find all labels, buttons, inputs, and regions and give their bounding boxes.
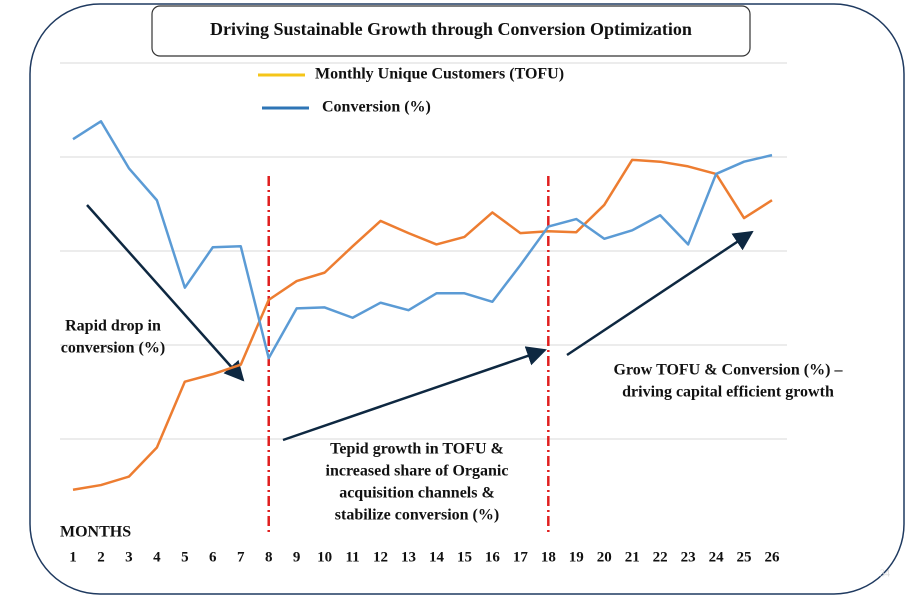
x-tick-label: 13 <box>401 549 416 565</box>
annotation: Tepid growth in TOFU & <box>330 441 504 458</box>
x-axis-label: MONTHS <box>60 524 131 541</box>
annotation: conversion (%) <box>61 340 165 357</box>
x-tick-label: 25 <box>737 549 752 565</box>
x-tick-label: 20 <box>597 549 612 565</box>
page-number: 34 <box>880 568 890 579</box>
arrow <box>566 230 754 357</box>
title-box <box>151 5 751 57</box>
x-tick-label: 6 <box>209 549 217 565</box>
arrow <box>282 346 547 442</box>
x-tick-label: 18 <box>541 549 556 565</box>
x-tick-label: 12 <box>373 549 388 565</box>
annotation: Rapid drop in <box>65 318 161 335</box>
annotation: stabilize conversion (%) <box>335 507 499 524</box>
annotation: Grow TOFU & Conversion (%) – <box>614 362 844 379</box>
x-tick-label: 5 <box>181 549 189 565</box>
x-tick-label: 8 <box>265 549 273 565</box>
chart-title: Driving Sustainable Growth through Conve… <box>210 19 692 39</box>
frame <box>29 3 905 595</box>
annotation: acquisition channels & <box>339 485 495 502</box>
x-tick-label: 22 <box>653 549 668 565</box>
x-tick-label: 9 <box>293 549 301 565</box>
x-tick-label: 19 <box>569 549 584 565</box>
x-tick-label: 3 <box>125 549 133 565</box>
arrow <box>86 204 245 382</box>
x-tick-label: 15 <box>457 549 472 565</box>
annotation: increased share of Organic <box>326 463 509 480</box>
x-tick-label: 17 <box>513 549 529 565</box>
series-line <box>72 158 773 491</box>
x-tick-label: 24 <box>709 549 725 565</box>
x-tick-label: 21 <box>625 549 640 565</box>
x-tick-label: 14 <box>429 549 445 565</box>
annotation: driving capital efficient growth <box>622 384 834 401</box>
x-tick-label: 16 <box>485 549 501 565</box>
x-tick-label: 7 <box>237 549 245 565</box>
legend-label: Monthly Unique Customers (TOFU) <box>315 66 564 83</box>
x-tick-label: 1 <box>69 549 77 565</box>
x-tick-label: 11 <box>346 549 360 565</box>
x-tick-label: 23 <box>681 549 696 565</box>
x-tick-label: 4 <box>153 549 161 565</box>
series-line <box>72 120 773 360</box>
legend-label: Conversion (%) <box>322 99 431 116</box>
x-tick-label: 2 <box>97 549 105 565</box>
x-tick-label: 10 <box>317 549 332 565</box>
x-tick-label: 26 <box>765 549 781 565</box>
